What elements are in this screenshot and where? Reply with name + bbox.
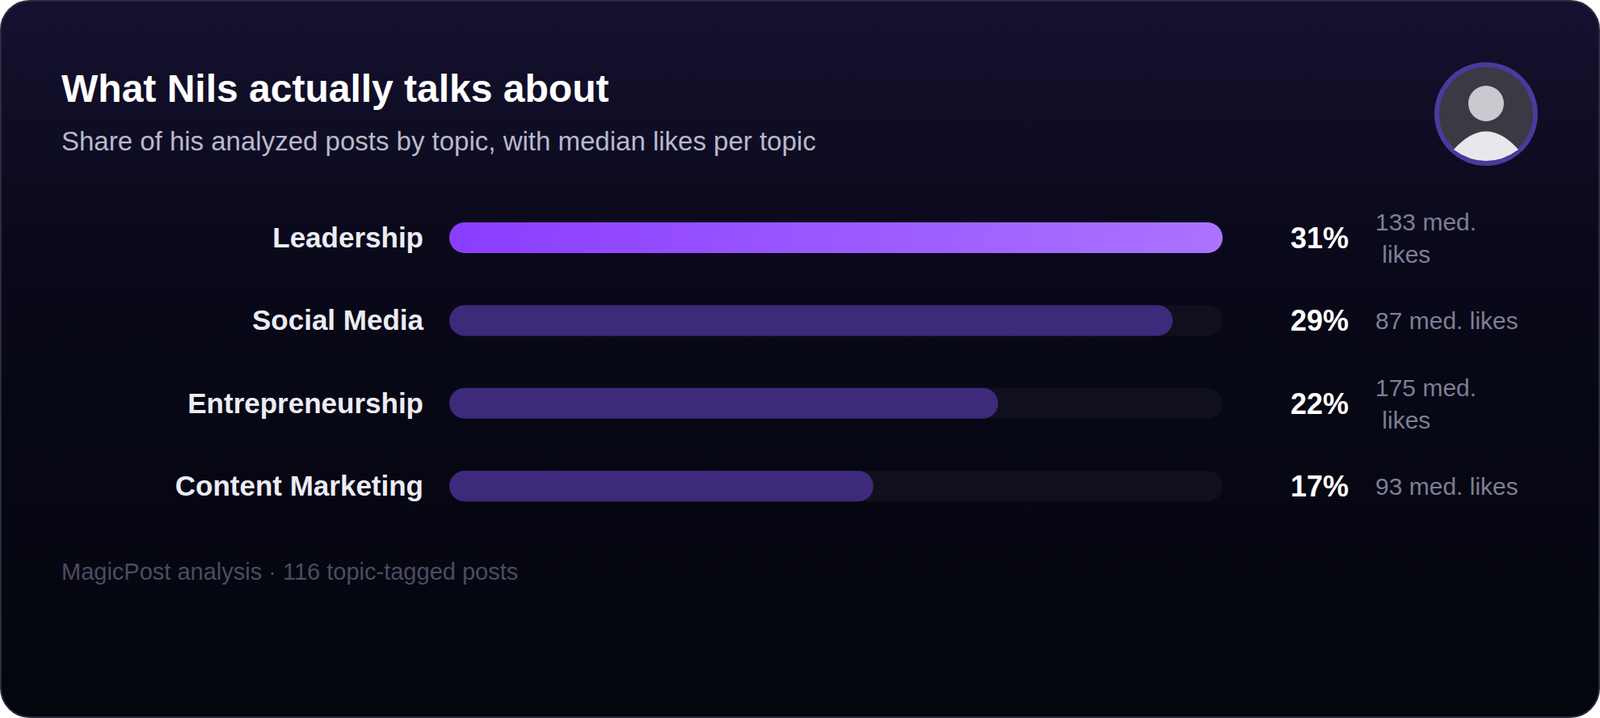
median-likes-line: 175 med. (1375, 374, 1477, 401)
bar-track (449, 387, 1223, 419)
median-likes-label: 93 med. likes (1375, 472, 1519, 500)
median-likes-line: 133 med. (1375, 208, 1477, 236)
value-label: 29% (1290, 303, 1349, 337)
bar (449, 470, 874, 502)
subtitle: Share of his analyzed posts by topic, wi… (61, 126, 817, 156)
median-likes-line: likes (1375, 406, 1431, 434)
bar (449, 387, 998, 419)
avatar-body (1453, 131, 1519, 162)
category-label: Leadership (272, 221, 424, 253)
avatar-bg (1439, 67, 1533, 161)
category-label: Entrepreneurship (187, 387, 424, 419)
bar-shine (449, 222, 1223, 253)
bar (449, 222, 1223, 253)
value-label: 31% (1290, 221, 1349, 255)
bar-track (449, 470, 1223, 502)
avatar (1434, 62, 1538, 166)
median-likes-line: likes (1375, 240, 1431, 268)
avatar-ring (1434, 62, 1538, 166)
bar (449, 304, 1173, 336)
median-likes-label: 175 med. likes (1375, 374, 1477, 434)
value-label: 22% (1290, 387, 1349, 421)
bar-track (449, 304, 1223, 336)
source-note: MagicPost analysis · 116 topic-tagged po… (61, 558, 518, 585)
bar-track (449, 222, 1223, 253)
median-likes-label: 87 med. likes (1375, 307, 1519, 334)
avatar-head (1468, 85, 1504, 122)
category-label: Content Marketing (175, 469, 424, 502)
bars (449, 222, 1223, 502)
title: What Nils actually talks about (61, 67, 610, 110)
card (0, 0, 1600, 717)
category-label: Social Media (252, 303, 425, 336)
value-label: 17% (1290, 469, 1349, 503)
chart-root: What Nils actually talks about Share of h… (0, 0, 1600, 718)
median-likes-label: 133 med. likes (1375, 208, 1477, 268)
